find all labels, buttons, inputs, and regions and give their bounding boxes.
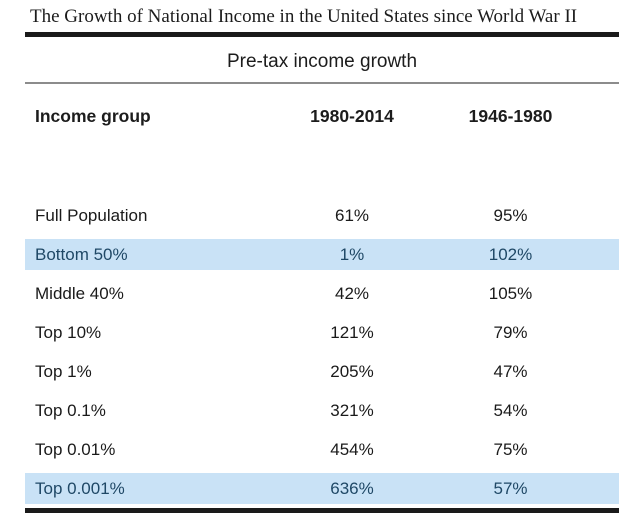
table-row: Top 0.1% 321% 54% xyxy=(25,391,619,430)
page-title: The Growth of National Income in the Uni… xyxy=(30,6,578,27)
top-rule xyxy=(25,32,619,37)
income-growth-table: Income group 1980-2014 1946-1980 Full Po… xyxy=(25,84,619,508)
table-row: Bottom 50% 1% 102% xyxy=(25,235,619,274)
row-value-1946-1980: 95% xyxy=(493,206,528,225)
row-income-group: Top 10% xyxy=(35,323,102,342)
table-row: Top 0.001% 636% 57% xyxy=(25,469,619,508)
row-value-1946-1980: 75% xyxy=(493,440,528,459)
column-header-income-group: Income group xyxy=(35,106,151,126)
row-income-group: Top 0.001% xyxy=(25,469,302,508)
table-row: Middle 40% 42% 105% xyxy=(25,274,619,313)
row-value-1946-1980: 57% xyxy=(402,469,619,508)
table-row: Top 1% 205% 47% xyxy=(25,352,619,391)
row-value-1946-1980: 105% xyxy=(488,284,533,303)
table-row: Full Population 61% 95% xyxy=(25,196,619,235)
subtitle-rule xyxy=(25,82,619,84)
bottom-rule xyxy=(25,508,619,513)
row-income-group: Top 1% xyxy=(35,362,92,381)
row-value-1980-2014: 42% xyxy=(334,284,370,303)
row-value-1946-1980: 102% xyxy=(402,235,619,274)
row-income-group: Top 0.01% xyxy=(35,440,116,459)
row-income-group: Middle 40% xyxy=(35,284,124,303)
column-header-1946-1980: 1946-1980 xyxy=(468,106,553,126)
row-income-group: Full Population xyxy=(35,206,148,225)
row-value-1980-2014: 121% xyxy=(330,323,374,342)
table-row: Top 0.01% 454% 75% xyxy=(25,430,619,469)
paper-table-figure: The Growth of National Income in the Uni… xyxy=(25,6,619,513)
row-value-1980-2014: 321% xyxy=(330,401,374,420)
row-value-1980-2014: 61% xyxy=(334,206,370,225)
column-header-1980-2014: 1980-2014 xyxy=(310,106,394,126)
header-row: Income group 1980-2014 1946-1980 xyxy=(25,84,619,196)
row-value-1946-1980: 54% xyxy=(493,401,528,420)
row-value-1946-1980: 79% xyxy=(493,323,528,342)
row-value-1980-2014: 205% xyxy=(330,362,374,381)
table-subtitle: Pre-tax income growth xyxy=(226,51,418,72)
row-value-1946-1980: 47% xyxy=(493,362,528,381)
table-body: Full Population 61% 95% Bottom 50% 1% 102% Mid… xyxy=(25,196,619,508)
row-value-1980-2014: 454% xyxy=(330,440,374,459)
row-value-1980-2014: 1% xyxy=(302,235,402,274)
table-row: Top 10% 121% 79% xyxy=(25,313,619,352)
row-income-group: Top 0.1% xyxy=(35,401,106,420)
row-income-group: Bottom 50% xyxy=(25,235,302,274)
row-value-1980-2014: 636% xyxy=(302,469,402,508)
